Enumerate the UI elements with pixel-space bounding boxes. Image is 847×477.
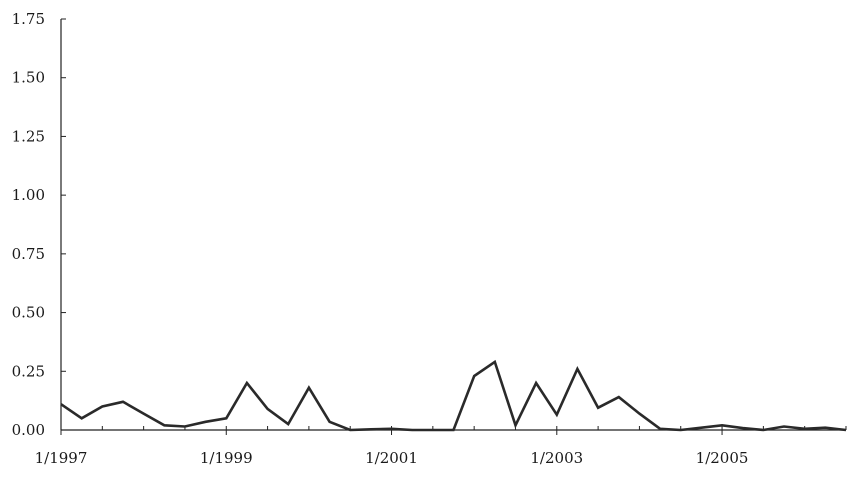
y-tick-label: 1.00	[12, 186, 45, 204]
x-tick-label: 1/2001	[365, 449, 418, 467]
y-tick-label: 0.25	[12, 362, 45, 380]
y-tick-label: 0.50	[12, 304, 45, 322]
series-group	[60, 359, 847, 432]
series-line	[60, 359, 847, 432]
x-tick-label: 1/2003	[530, 449, 583, 467]
x-tick-label: 1/1997	[35, 449, 88, 467]
y-tick-label: 1.25	[12, 127, 45, 145]
y-axis: 0.00 0.25 0.50 0.75 1.00 1.25 1.50 1.75	[12, 10, 66, 439]
y-tick-label: 0.00	[12, 421, 45, 439]
x-axis: 1/1997 1/1999 1/2001 1/2003 1/2005	[35, 426, 847, 467]
y-tick-label: 1.50	[12, 69, 45, 87]
x-tick-label: 1/2005	[696, 449, 749, 467]
y-tick-label: 1.75	[12, 10, 45, 28]
x-tick-label: 1/1999	[200, 449, 253, 467]
y-tick-label: 0.75	[12, 245, 45, 263]
